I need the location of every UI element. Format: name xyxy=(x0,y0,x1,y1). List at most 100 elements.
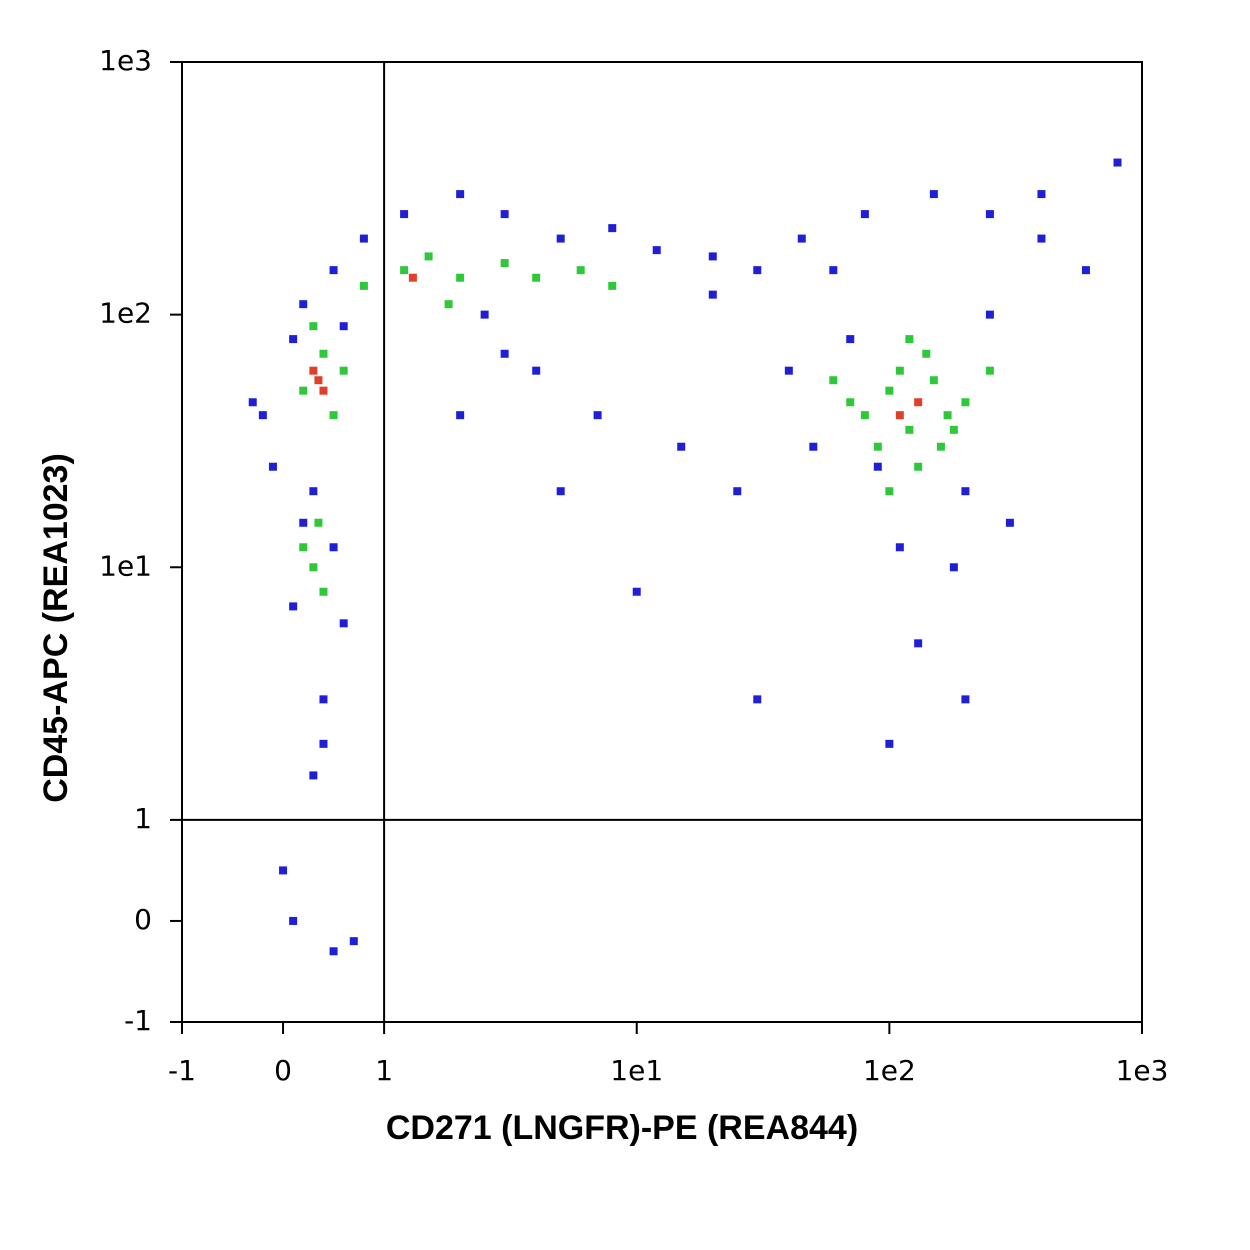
event-dot xyxy=(258,411,267,420)
event-dot xyxy=(608,224,617,233)
event-dot xyxy=(279,866,288,875)
event-dot xyxy=(895,543,904,552)
event-dot xyxy=(314,376,323,385)
event-dot xyxy=(753,266,762,275)
event-dot xyxy=(753,695,762,704)
event-dot xyxy=(929,190,938,199)
event-dot xyxy=(359,234,368,243)
x-tick-label: 1e3 xyxy=(1116,1054,1169,1087)
event-dot xyxy=(961,487,970,496)
event-dot xyxy=(400,210,409,219)
event-dot xyxy=(319,587,328,596)
event-dot xyxy=(961,398,970,407)
x-tick-label: -1 xyxy=(168,1054,196,1087)
event-dot xyxy=(943,411,952,420)
event-dot xyxy=(860,411,869,420)
event-dot xyxy=(949,425,958,434)
event-dot xyxy=(873,462,882,471)
event-dot xyxy=(309,366,318,375)
event-dot xyxy=(400,266,409,275)
event-dot xyxy=(797,234,806,243)
event-dot xyxy=(314,518,323,527)
plot-frame xyxy=(181,61,1143,1023)
event-dot xyxy=(593,411,602,420)
event-dot xyxy=(339,322,348,331)
event-dot xyxy=(480,310,489,319)
event-dot xyxy=(1037,190,1046,199)
event-dot xyxy=(576,266,585,275)
event-dot xyxy=(500,210,509,219)
event-dot xyxy=(905,425,914,434)
x-axis-title: CD271 (LNGFR)-PE (REA844) xyxy=(386,1109,858,1147)
event-dot xyxy=(895,411,904,420)
event-dot xyxy=(339,619,348,628)
x-tick-label: 1 xyxy=(375,1054,393,1087)
event-dot xyxy=(905,335,914,344)
event-dot xyxy=(500,259,509,268)
event-dot xyxy=(268,462,277,471)
event-dot xyxy=(248,398,257,407)
event-dot xyxy=(289,602,298,611)
event-dot xyxy=(809,442,818,451)
y-tick-label: 1e3 xyxy=(99,44,152,77)
event-dot xyxy=(556,234,565,243)
event-dot xyxy=(929,376,938,385)
event-dot xyxy=(985,310,994,319)
event-dot xyxy=(319,695,328,704)
event-dot xyxy=(289,916,298,925)
event-dot xyxy=(1081,266,1090,275)
event-dot xyxy=(914,398,923,407)
event-dot xyxy=(708,290,717,299)
event-dot xyxy=(677,442,686,451)
event-dot xyxy=(1037,234,1046,243)
x-tick-label: 0 xyxy=(274,1054,292,1087)
y-axis-title: CD45-APC (REA1023) xyxy=(37,453,75,803)
event-dot xyxy=(319,386,328,395)
event-dot xyxy=(708,252,717,261)
event-dot xyxy=(829,266,838,275)
y-tick-label: 1 xyxy=(134,802,152,835)
event-dot xyxy=(936,442,945,451)
event-dot xyxy=(914,462,923,471)
y-tick-label: -1 xyxy=(124,1004,152,1037)
event-dot xyxy=(922,349,931,358)
event-dot xyxy=(339,366,348,375)
event-dot xyxy=(309,771,318,780)
event-dot xyxy=(608,281,617,290)
event-dot xyxy=(289,335,298,344)
event-dot xyxy=(359,281,368,290)
event-dot xyxy=(456,190,465,199)
event-dot xyxy=(985,366,994,375)
event-dot xyxy=(309,322,318,331)
event-dot xyxy=(456,411,465,420)
y-tick-label: 1e1 xyxy=(99,549,152,582)
event-dot xyxy=(873,442,882,451)
event-dot xyxy=(299,386,308,395)
event-dot xyxy=(949,563,958,572)
event-dot xyxy=(1005,518,1014,527)
event-dot xyxy=(961,695,970,704)
event-dot xyxy=(500,349,509,358)
event-dot xyxy=(885,386,894,395)
event-dot xyxy=(319,349,328,358)
y-tick-label: 1e2 xyxy=(99,297,152,330)
event-dot xyxy=(329,266,338,275)
event-dot xyxy=(319,739,328,748)
x-tick-label: 1e2 xyxy=(863,1054,916,1087)
event-dot xyxy=(329,411,338,420)
event-dot xyxy=(1113,158,1122,167)
event-dot xyxy=(914,639,923,648)
event-dot xyxy=(299,518,308,527)
event-dot xyxy=(846,335,855,344)
x-tick-label: 1e1 xyxy=(610,1054,663,1087)
event-dot xyxy=(733,487,742,496)
event-dot xyxy=(532,366,541,375)
event-dot xyxy=(985,210,994,219)
y-tick-label: 0 xyxy=(134,903,152,936)
event-dot xyxy=(309,563,318,572)
event-dot xyxy=(556,487,565,496)
event-dot xyxy=(329,543,338,552)
event-dot xyxy=(846,398,855,407)
event-dot xyxy=(860,210,869,219)
